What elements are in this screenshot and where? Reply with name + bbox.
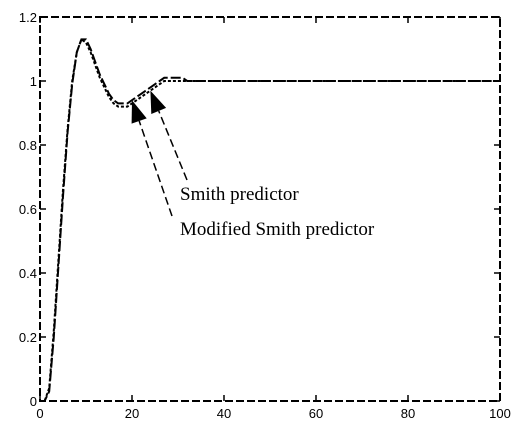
annotation-smith-predictor: Smith predictor [180, 184, 299, 205]
y-tick-label: 1 [30, 74, 37, 89]
x-axis: 0 20 40 60 80 100 [36, 17, 511, 421]
x-tick-label: 40 [217, 406, 231, 421]
series-line-smith-predictor [40, 38, 500, 402]
y-tick-label: 0.4 [19, 266, 37, 281]
annotation-leader-line [138, 120, 173, 217]
y-axis: 0 0.2 0.4 0.6 0.8 1 1.2 [19, 10, 500, 409]
y-tick-label: 1.2 [19, 10, 37, 25]
x-tick-label: 60 [309, 406, 323, 421]
x-tick-label: 100 [489, 406, 511, 421]
y-tick-label: 0.6 [19, 202, 37, 217]
y-tick-label: 0.8 [19, 138, 37, 153]
annotation-arrowhead [150, 90, 167, 114]
annotation-leader-line [158, 110, 188, 181]
annotation-modified-smith-predictor: Modified Smith predictor [180, 219, 375, 240]
x-tick-label: 20 [125, 406, 139, 421]
series-layer [40, 37, 500, 402]
plot-frame [39, 16, 501, 402]
x-tick-label: 0 [36, 406, 43, 421]
y-tick-label: 0.2 [19, 330, 37, 345]
series-line-modified-smith-predictor [40, 37, 500, 402]
y-tick-label: 0 [30, 394, 37, 409]
annotation-arrowhead [131, 100, 147, 124]
annotation-layer: Smith predictor Modified Smith predictor [131, 90, 375, 240]
x-tick-label: 80 [401, 406, 415, 421]
